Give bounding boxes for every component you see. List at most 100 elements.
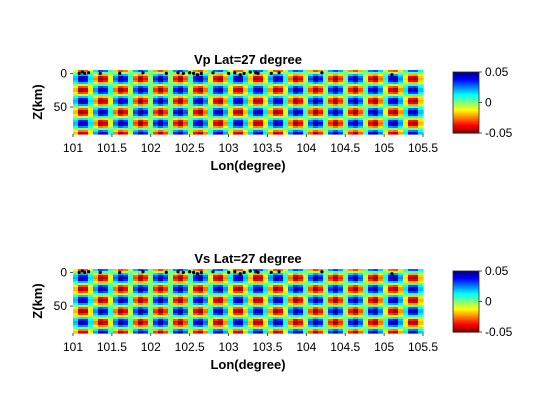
heatmap-cell (228, 319, 234, 322)
heatmap-cell (108, 273, 114, 276)
heatmap-cell (98, 120, 104, 123)
heatmap-cell (363, 94, 369, 97)
colorbar-segment (453, 303, 479, 306)
heatmap-cell (363, 317, 369, 320)
heatmap-cell (278, 120, 284, 123)
colorbar-segment (453, 306, 479, 309)
heatmap-cell (283, 74, 289, 77)
heatmap-cell (238, 283, 244, 286)
heatmap-cell (328, 98, 334, 101)
heatmap-cell (373, 94, 379, 97)
heatmap-cell (298, 70, 304, 73)
heatmap-cell (228, 116, 234, 119)
heatmap-cell (328, 104, 334, 107)
heatmap-cell (373, 128, 379, 131)
heatmap-cell (138, 323, 144, 326)
heatmap-cell (188, 273, 194, 276)
heatmap-cell (123, 76, 129, 79)
heatmap-cell (78, 331, 84, 334)
heatmap-cell (88, 327, 94, 330)
heatmap-cell (398, 273, 404, 276)
heatmap-cell (298, 305, 304, 308)
heatmap-cell (78, 309, 84, 312)
heatmap-cell (358, 86, 364, 89)
heatmap-cell (133, 273, 139, 276)
heatmap-cell (318, 118, 324, 121)
heatmap-cell (133, 295, 139, 298)
heatmap-cell (88, 96, 94, 99)
heatmap-cell (123, 269, 129, 272)
heatmap-cell (368, 100, 374, 103)
heatmap-cell (418, 128, 424, 131)
heatmap-cell (298, 309, 304, 312)
heatmap-cell (203, 281, 209, 284)
heatmap-cell (73, 76, 79, 79)
heatmap-cell (173, 74, 179, 77)
heatmap-cell (263, 311, 269, 314)
colorbar-segment (453, 116, 479, 119)
heatmap-cell (183, 305, 189, 308)
heatmap-cell (193, 313, 199, 316)
heatmap-cell (293, 321, 299, 324)
heatmap-cell (418, 307, 424, 310)
heatmap-cell (288, 289, 294, 292)
heatmap-cell (118, 313, 124, 316)
heatmap-cell (408, 102, 414, 105)
heatmap-cell (228, 291, 234, 294)
heatmap-cell (378, 317, 384, 320)
heatmap-cell (273, 132, 279, 135)
heatmap-cell (338, 126, 344, 129)
heatmap-cell (263, 269, 269, 272)
heatmap-cell (403, 98, 409, 101)
heatmap-cell (118, 295, 124, 298)
heatmap-cell (338, 295, 344, 298)
heatmap-cell (188, 313, 194, 316)
heatmap-cell (208, 118, 214, 121)
heatmap-cell (173, 287, 179, 290)
heatmap-cell (398, 100, 404, 103)
heatmap-cell (388, 124, 394, 127)
heatmap-cell (153, 299, 159, 302)
heatmap-cell (173, 331, 179, 334)
heatmap-cell (103, 281, 109, 284)
heatmap-cell (373, 130, 379, 133)
heatmap-cell (318, 84, 324, 87)
heatmap-cell (393, 76, 399, 79)
heatmap-cell (143, 104, 149, 107)
heatmap-cell (203, 295, 209, 298)
heatmap-cell (283, 90, 289, 93)
heatmap-cell (338, 120, 344, 123)
heatmap-cell (358, 321, 364, 324)
heatmap-cell (308, 317, 314, 320)
heatmap-cell (328, 291, 334, 294)
heatmap-cell (298, 315, 304, 318)
heatmap-cell (238, 80, 244, 83)
heatmap-cell (363, 96, 369, 99)
heatmap-cell (253, 92, 259, 95)
heatmap-cell (253, 120, 259, 123)
heatmap-cell (238, 309, 244, 312)
heatmap-cell (323, 106, 329, 109)
heatmap-cell (108, 317, 114, 320)
heatmap-cell (208, 124, 214, 127)
heatmap-cell (203, 319, 209, 322)
heatmap-cell (133, 293, 139, 296)
heatmap-cell (178, 293, 184, 296)
heatmap-cell (398, 331, 404, 334)
heatmap-cell (378, 74, 384, 77)
heatmap-cell (188, 120, 194, 123)
heatmap-cell (178, 112, 184, 115)
heatmap-cell (358, 319, 364, 322)
heatmap-cell (178, 317, 184, 320)
heatmap-cell (218, 283, 224, 286)
heatmap-cell (88, 301, 94, 304)
heatmap-cell (143, 281, 149, 284)
heatmap-cell (393, 311, 399, 314)
heatmap-cell (278, 108, 284, 111)
heatmap-cell (318, 297, 324, 300)
heatmap-cell (188, 295, 194, 298)
heatmap-cell (208, 309, 214, 312)
heatmap-cell (243, 74, 249, 77)
heatmap-cell (343, 88, 349, 91)
heatmap-cell (333, 315, 339, 318)
